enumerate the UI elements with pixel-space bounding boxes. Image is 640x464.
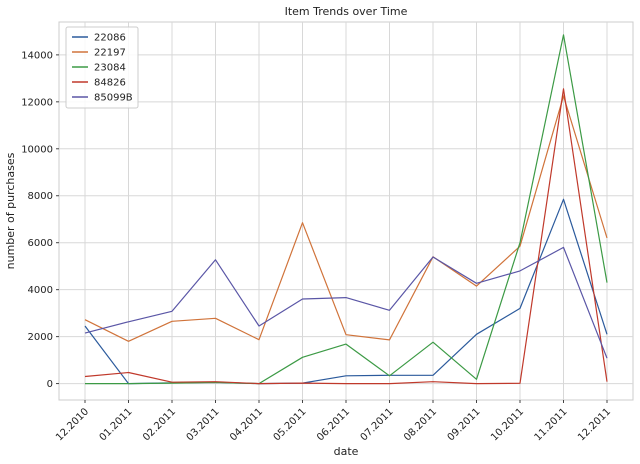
y-tick-label: 2000 [28, 332, 53, 343]
x-tick-label: 11.2011 [533, 406, 570, 443]
series-line-84826 [84, 88, 608, 385]
legend-label: 22086 [94, 33, 126, 44]
series-line-23084 [85, 34, 608, 385]
legend-label: 85099B [94, 93, 133, 104]
y-tick-label: 6000 [28, 238, 53, 249]
y-tick-label: 14000 [21, 50, 53, 61]
y-tick-label: 10000 [21, 144, 53, 155]
legend-label: 22197 [94, 48, 126, 59]
legend-box [65, 26, 139, 109]
x-tick-label: 05.2011 [272, 406, 309, 443]
series-line-22197 [84, 95, 608, 342]
x-tick-label: 01.2011 [98, 406, 135, 443]
x-tick-label: 04.2011 [228, 406, 265, 443]
x-tick-label: 08.2011 [402, 406, 439, 443]
y-tick-label: 8000 [28, 191, 53, 202]
x-tick-label: 07.2011 [359, 406, 396, 443]
x-tick-label: 12.2010 [54, 406, 91, 443]
y-tick-label: 0 [47, 379, 53, 390]
x-tick-label: 03.2011 [185, 406, 222, 443]
legend-label: 84826 [94, 78, 126, 89]
y-tick-label: 4000 [28, 285, 53, 296]
y-axis-title: number of purchases [4, 152, 17, 269]
x-axis-title: date [334, 445, 359, 458]
x-tick-label: 02.2011 [141, 406, 178, 443]
x-tick-label: 12.2011 [576, 406, 613, 443]
series-lines [84, 34, 608, 385]
chart-title: Item Trends over Time [285, 5, 408, 18]
x-tick-label: 10.2011 [489, 406, 526, 443]
legend-label: 23084 [94, 63, 126, 74]
x-axis-ticks: 12.2010 01.2011 02.2011 03.2011 04.2011 05.20… [54, 400, 613, 443]
y-axis-ticks: 0 2000 4000 6000 8000 10000 12000 14000 [21, 50, 59, 390]
series-line-85099B [84, 246, 608, 359]
x-tick-label: 09.2011 [446, 406, 483, 443]
legend: 22086 22197 23084 84826 85099B [65, 26, 139, 109]
y-tick-label: 12000 [21, 97, 53, 108]
x-tick-label: 06.2011 [315, 406, 352, 443]
